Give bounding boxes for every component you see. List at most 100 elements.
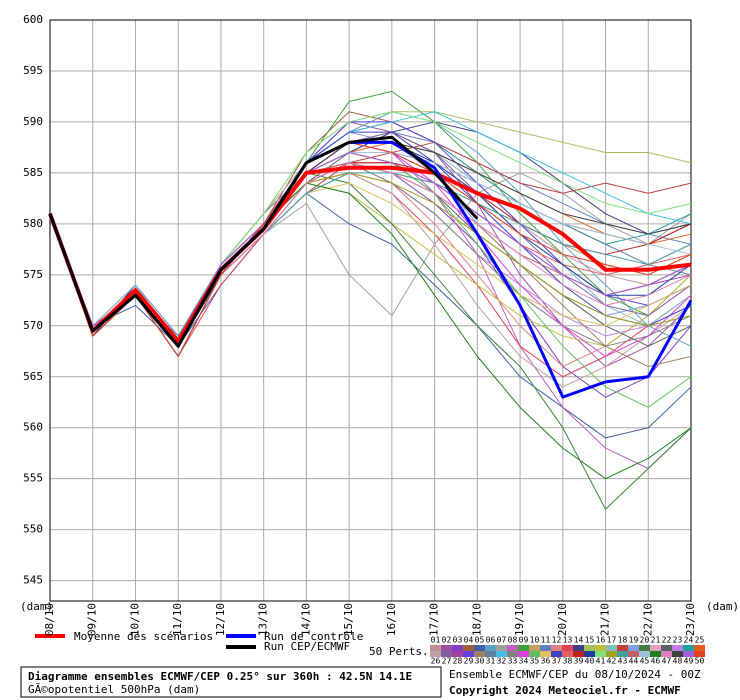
x-tick-label: 16/10 bbox=[385, 603, 398, 636]
legend-swatch bbox=[485, 645, 496, 651]
legend-swatch bbox=[672, 651, 683, 657]
legend-label: 44 bbox=[629, 657, 639, 666]
legend-swatch bbox=[430, 651, 441, 657]
legend-label: 04 bbox=[464, 636, 474, 645]
legend-label: 41 bbox=[596, 657, 606, 666]
x-tick-label: 09/10 bbox=[86, 603, 99, 636]
legend-label: 17 bbox=[607, 636, 617, 645]
legend-swatch bbox=[485, 651, 496, 657]
info-box bbox=[20, 666, 442, 698]
x-tick-label: 19/10 bbox=[513, 603, 526, 636]
legend-swatch bbox=[694, 645, 705, 651]
legend-label: 15 bbox=[585, 636, 595, 645]
x-tick-label: 21/10 bbox=[599, 603, 612, 636]
x-tick-label: 20/10 bbox=[556, 603, 569, 636]
x-tick-label: 22/10 bbox=[641, 603, 654, 636]
x-tick-label: 10/10 bbox=[128, 603, 141, 636]
legend-swatch bbox=[474, 645, 485, 651]
legend-label: 11 bbox=[541, 636, 551, 645]
legend-label: 35 bbox=[530, 657, 540, 666]
x-tick-label: 12/10 bbox=[214, 603, 227, 636]
legend-swatch bbox=[518, 645, 529, 651]
legend-label: 14 bbox=[574, 636, 584, 645]
legend-swatch bbox=[540, 645, 551, 651]
x-tick-label: 15/10 bbox=[342, 603, 355, 636]
legend-label: Run de contrôle bbox=[264, 630, 363, 643]
legend-label: Run CEP/ECMWF bbox=[264, 640, 350, 653]
copyright: Copyright 2024 Meteociel.fr - ECMWF bbox=[449, 684, 681, 697]
legend-swatch bbox=[617, 645, 628, 651]
legend-label: 13 bbox=[563, 636, 573, 645]
legend-label: 36 bbox=[541, 657, 551, 666]
y-tick-label: 600 bbox=[23, 13, 43, 26]
legend-label: 38 bbox=[563, 657, 573, 666]
legend-label: 20 bbox=[640, 636, 650, 645]
legend-label: 02 bbox=[442, 636, 452, 645]
legend-swatch bbox=[639, 645, 650, 651]
legend-label: 43 bbox=[618, 657, 628, 666]
legend-swatch bbox=[452, 645, 463, 651]
legend-label: 07 bbox=[497, 636, 507, 645]
y-tick-label: 565 bbox=[23, 370, 43, 383]
legend-label: Moyenne des scénarios bbox=[74, 630, 213, 643]
legend-label: 08 bbox=[508, 636, 518, 645]
legend-label: 22 bbox=[662, 636, 672, 645]
legend-swatch bbox=[650, 651, 661, 657]
series-line bbox=[48, 135, 479, 348]
legend-label: 29 bbox=[464, 657, 474, 666]
legend-swatch bbox=[529, 645, 540, 651]
y-tick-label: 595 bbox=[23, 64, 43, 77]
run-info: Ensemble ECMWF/CEP du 08/10/2024 - 00Z bbox=[449, 668, 701, 681]
legend-swatch bbox=[430, 645, 441, 651]
legend-swatch bbox=[606, 651, 617, 657]
legend-swatch bbox=[617, 651, 628, 657]
legend-label: 37 bbox=[552, 657, 562, 666]
legend-swatch bbox=[507, 645, 518, 651]
legend-swatch bbox=[584, 645, 595, 651]
series-line bbox=[48, 165, 692, 344]
legend-label: 27 bbox=[442, 657, 452, 666]
legend-label: 50 bbox=[695, 657, 705, 666]
legend-swatch bbox=[573, 645, 584, 651]
legend-swatch bbox=[540, 651, 551, 657]
legend-label: 30 bbox=[475, 657, 485, 666]
legend-swatch bbox=[694, 651, 705, 657]
legend-swatch bbox=[672, 645, 683, 651]
y-tick-label: 585 bbox=[23, 166, 43, 179]
x-tick-label: 17/10 bbox=[428, 603, 441, 636]
legend-swatch bbox=[441, 645, 452, 651]
legend-swatch bbox=[551, 651, 562, 657]
legend-swatch bbox=[584, 651, 595, 657]
legend-label: 46 bbox=[651, 657, 661, 666]
legend-swatch bbox=[507, 651, 518, 657]
info-title: Diagramme ensembles ECMWF/CEP 0.25° sur … bbox=[28, 670, 412, 683]
legend-label: 42 bbox=[607, 657, 617, 666]
legend-swatch bbox=[463, 651, 474, 657]
legend-label: 28 bbox=[453, 657, 463, 666]
legend-label: 12 bbox=[552, 636, 562, 645]
legend-label: 06 bbox=[486, 636, 496, 645]
legend-swatch bbox=[562, 651, 573, 657]
axis-unit-left: (dam) bbox=[20, 600, 53, 613]
legend-label: 09 bbox=[519, 636, 529, 645]
legend-swatch bbox=[496, 645, 507, 651]
legend-swatch bbox=[639, 651, 650, 657]
legend-swatch bbox=[496, 651, 507, 657]
legend-label: 10 bbox=[530, 636, 540, 645]
legend-swatch bbox=[650, 645, 661, 651]
x-tick-label: 11/10 bbox=[171, 603, 184, 636]
legend-label: 34 bbox=[519, 657, 529, 666]
legend-label: 45 bbox=[640, 657, 650, 666]
x-tick-label: 14/10 bbox=[299, 603, 312, 636]
legend-swatch bbox=[595, 651, 606, 657]
x-tick-label: 08/10 bbox=[43, 603, 56, 636]
legend-swatch bbox=[683, 645, 694, 651]
legend-label: 48 bbox=[673, 657, 683, 666]
legend-label: 16 bbox=[596, 636, 606, 645]
y-tick-label: 590 bbox=[23, 115, 43, 128]
perturbations-label: 50 Perts. bbox=[369, 645, 429, 658]
y-tick-label: 560 bbox=[23, 421, 43, 434]
legend-swatch bbox=[529, 651, 540, 657]
series-line bbox=[49, 141, 692, 357]
